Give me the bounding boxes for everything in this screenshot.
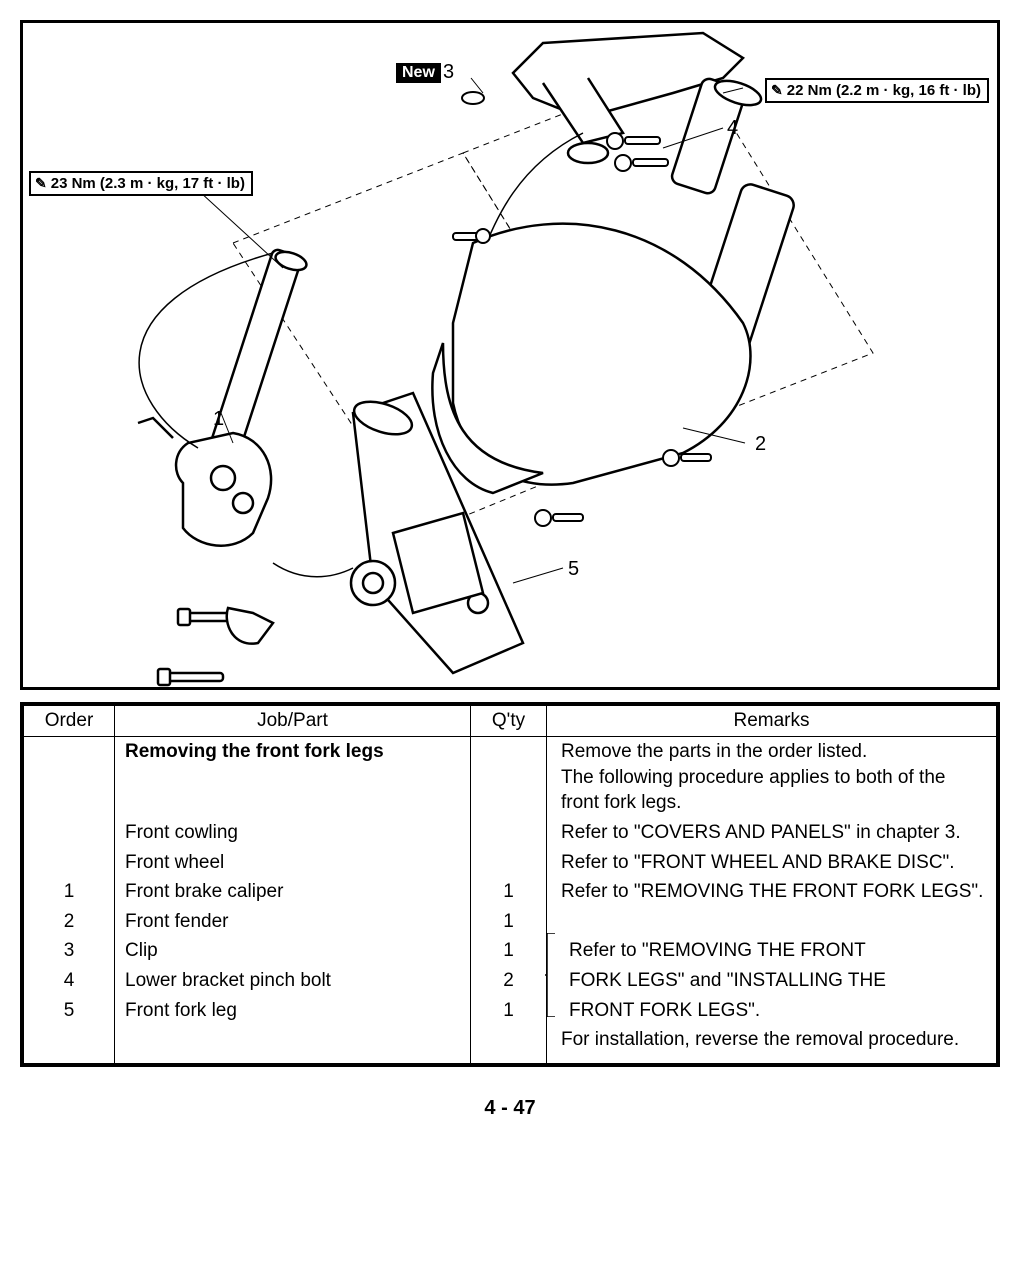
table-row: 1 Front brake caliper 1 Refer to "REMOVI… — [24, 877, 996, 907]
callout-4: 4 — [727, 117, 738, 140]
job-title: Removing the front fork legs — [115, 737, 471, 818]
wrench-icon: ✎ — [35, 175, 47, 192]
table-row: For installation, reverse the removal pr… — [24, 1025, 996, 1063]
fork-drawing — [23, 23, 997, 687]
callout-1: 1 — [213, 408, 224, 431]
table-row: 3 Clip 1 Refer to "REMOVING THE FRONT — [24, 936, 996, 966]
table-row: 2 Front fender 1 — [24, 907, 996, 937]
remarks: Remove the parts in the order listed.The… — [547, 737, 997, 818]
table-row: Front wheel Refer to "FRONT WHEEL AND BR… — [24, 848, 996, 878]
callout-3: 3 — [443, 61, 454, 84]
torque-label-right: ✎ 22 Nm (2.2 m · kg, 16 ft · lb) — [765, 78, 989, 103]
callout-2: 2 — [755, 433, 766, 456]
wrench-icon: ✎ — [771, 82, 783, 99]
parts-table: Order Job/Part Q'ty Remarks Removing the… — [24, 706, 996, 1063]
exploded-diagram: ✎ 23 Nm (2.3 m · kg, 17 ft · lb) ✎ 22 Nm… — [20, 20, 1000, 690]
table-row: Front cowling Refer to "COVERS AND PANEL… — [24, 818, 996, 848]
new-badge: New — [396, 63, 441, 83]
torque-left-text: 23 Nm (2.3 m · kg, 17 ft · lb) — [51, 175, 245, 192]
col-job: Job/Part — [115, 706, 471, 737]
callout-5: 5 — [568, 558, 579, 581]
torque-right-text: 22 Nm (2.2 m · kg, 16 ft · lb) — [787, 82, 981, 99]
torque-label-left: ✎ 23 Nm (2.3 m · kg, 17 ft · lb) — [29, 171, 253, 196]
grouping-bracket — [545, 933, 557, 1017]
table-row: 5 Front fork leg 1 FRONT FORK LEGS". — [24, 996, 996, 1026]
col-order: Order — [24, 706, 115, 737]
col-remarks: Remarks — [547, 706, 997, 737]
page-number: 4 - 47 — [20, 1097, 1000, 1120]
table-row: 4 Lower bracket pinch bolt 2 FORK LEGS" … — [24, 966, 996, 996]
col-qty: Q'ty — [471, 706, 547, 737]
parts-table-container: Order Job/Part Q'ty Remarks Removing the… — [20, 702, 1000, 1067]
table-row: Removing the front fork legs Remove the … — [24, 737, 996, 818]
